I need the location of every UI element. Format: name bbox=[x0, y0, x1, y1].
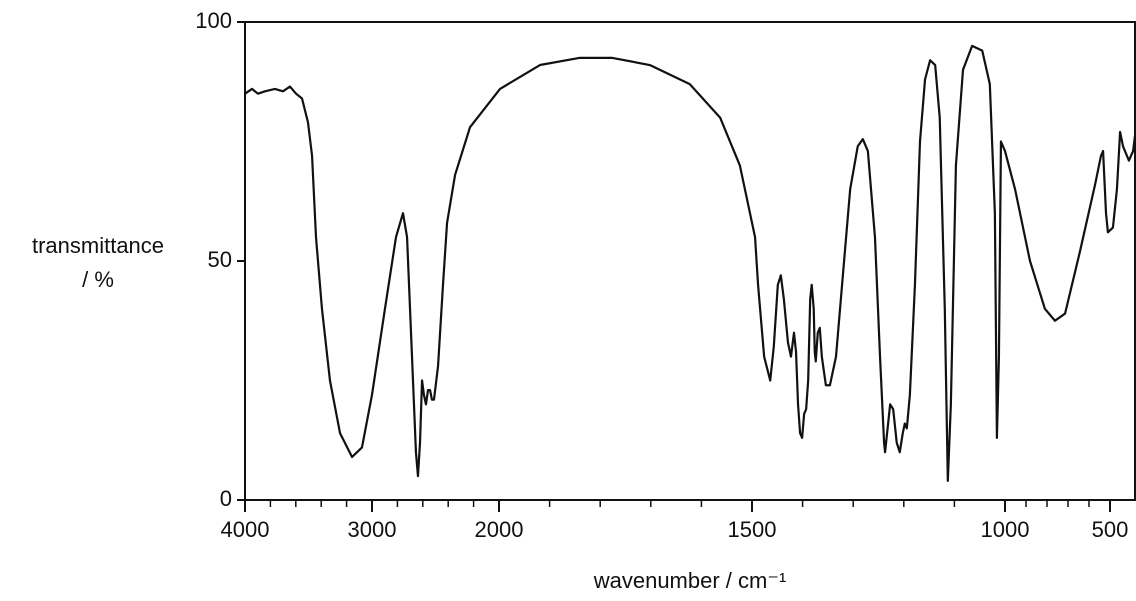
y-axis-label: / % bbox=[82, 267, 114, 292]
x-tick-label: 1500 bbox=[728, 517, 777, 542]
plot-frame bbox=[244, 21, 1136, 501]
y-tick-label: 100 bbox=[195, 8, 232, 33]
y-axis-label: transmittance bbox=[32, 233, 164, 258]
x-tick-label: 1000 bbox=[981, 517, 1030, 542]
x-tick-label: 2000 bbox=[475, 517, 524, 542]
x-axis-label: wavenumber / cm⁻¹ bbox=[593, 568, 787, 593]
x-tick-label: 4000 bbox=[221, 517, 270, 542]
y-tick-label: 0 bbox=[220, 486, 232, 511]
y-tick-label: 50 bbox=[208, 247, 232, 272]
spectrum-line bbox=[244, 44, 1136, 482]
x-tick-label: 3000 bbox=[348, 517, 397, 542]
x-tick-label: 500 bbox=[1092, 517, 1129, 542]
